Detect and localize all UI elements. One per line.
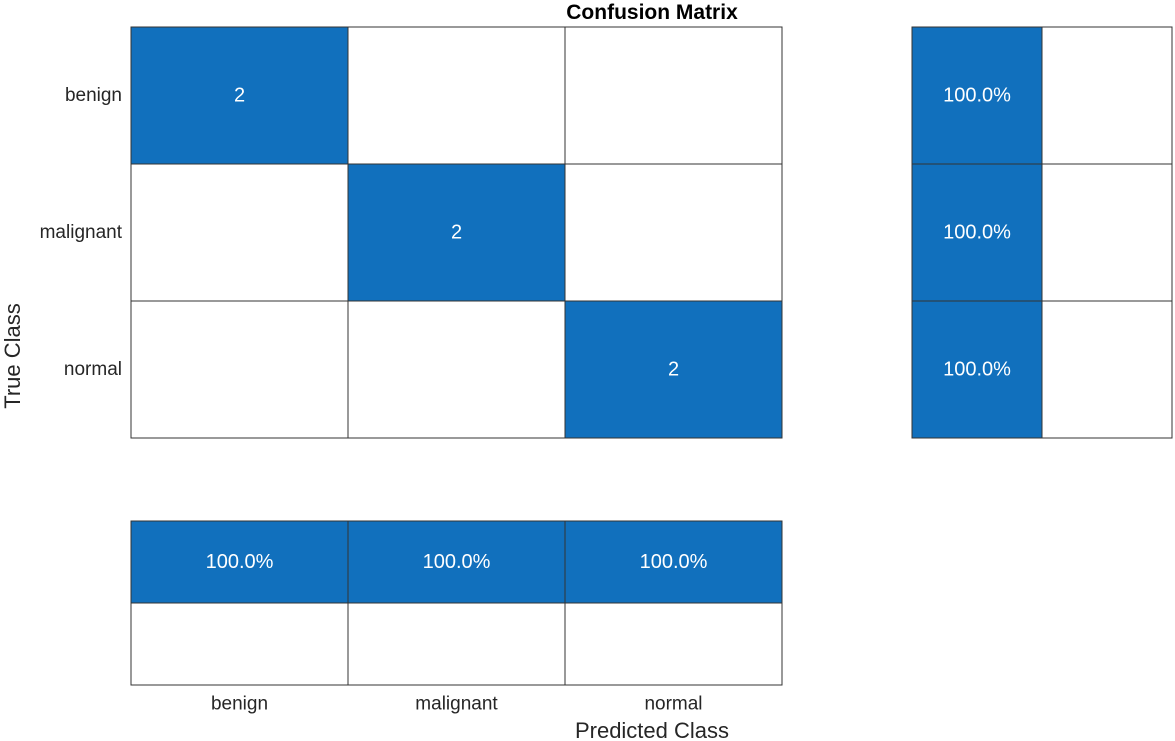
column-tick-label: normal [644, 694, 702, 715]
row-summary-correct-1 [911, 163, 1043, 302]
column-summary-incorrect-1 [347, 602, 566, 686]
matrix-cell-0-2 [564, 26, 783, 165]
matrix-cell-2-0 [130, 300, 349, 439]
row-summary-incorrect-2 [1041, 300, 1173, 439]
cell-value: 2 [234, 85, 245, 107]
column-summary-value: 100.0% [640, 551, 708, 573]
row-summary-value: 100.0% [943, 359, 1011, 381]
row-tick-label: benign [65, 85, 122, 106]
row-summary-correct-0 [911, 26, 1043, 165]
row-summary-value: 100.0% [943, 222, 1011, 244]
row-summary-incorrect-1 [1041, 163, 1173, 302]
row-tick-label: malignant [40, 222, 123, 243]
y-axis-title: True Class [0, 303, 25, 409]
matrix-cell-1-1 [347, 163, 566, 302]
column-summary-value: 100.0% [423, 551, 491, 573]
row-tick-label: normal [64, 359, 122, 380]
main-matrix-grid: 2 2 2 [130, 26, 783, 439]
row-summary-value: 100.0% [943, 85, 1011, 107]
row-tick-labels: benign malignant normal [40, 85, 123, 380]
chart-title: Confusion Matrix [566, 1, 738, 24]
row-summary-correct-2 [911, 300, 1043, 439]
column-tick-label: benign [211, 694, 268, 715]
column-summary-value: 100.0% [206, 551, 274, 573]
x-axis-title: Predicted Class [575, 718, 729, 741]
matrix-cell-0-0 [130, 26, 349, 165]
matrix-cell-2-2 [564, 300, 783, 439]
column-tick-labels: benign malignant normal [211, 694, 703, 715]
matrix-cell-1-0 [130, 163, 349, 302]
matrix-cell-2-1 [347, 300, 566, 439]
matrix-cell-1-2 [564, 163, 783, 302]
column-summary-incorrect-2 [564, 602, 783, 686]
row-summary-grid: 100.0% 100.0% 100.0% [911, 26, 1173, 439]
column-tick-label: malignant [415, 694, 498, 715]
row-summary-incorrect-0 [1041, 26, 1173, 165]
column-summary-grid: 100.0% 100.0% 100.0% [130, 520, 783, 686]
column-summary-incorrect-0 [130, 602, 349, 686]
column-summary-correct-1 [347, 520, 566, 604]
matrix-cell-0-1 [347, 26, 566, 165]
cell-value: 2 [451, 222, 462, 244]
cell-value: 2 [668, 359, 679, 381]
